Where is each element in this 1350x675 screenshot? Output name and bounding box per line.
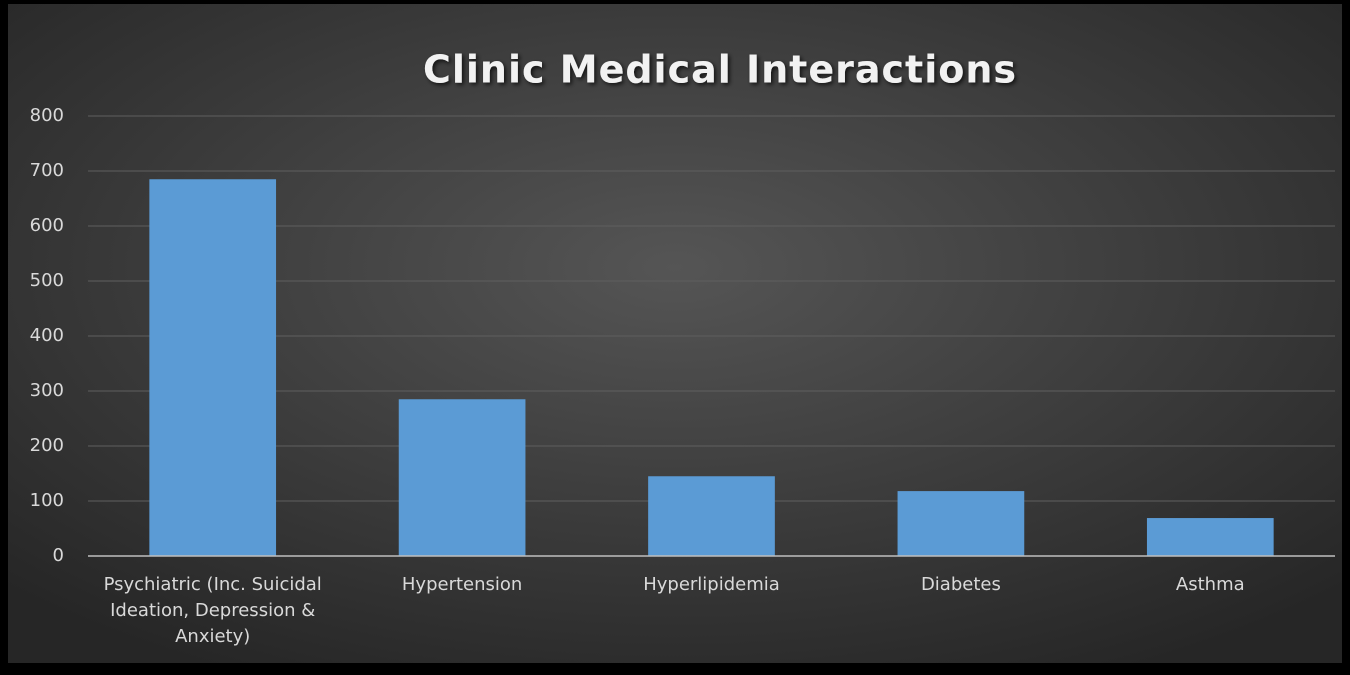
x-tick-label: Asthma (1175, 574, 1245, 595)
bar (648, 476, 775, 556)
bar (897, 491, 1025, 556)
y-tick-label: 600 (30, 215, 64, 236)
y-tick-label: 400 (30, 325, 64, 346)
x-tick-label: Diabetes (920, 574, 1001, 595)
bar (149, 179, 277, 556)
bar (1146, 518, 1274, 556)
y-tick-label: 800 (30, 105, 64, 126)
x-tick-label: Psychiatric (Inc. Suicidal Ideation, Dep… (103, 574, 322, 647)
y-tick-label: 700 (30, 160, 64, 181)
bar (398, 399, 526, 556)
x-tick-label: Hypertension (401, 574, 523, 595)
y-tick-label: 500 (30, 270, 64, 291)
y-tick-label: 100 (30, 490, 64, 511)
y-tick-label: 0 (53, 545, 64, 566)
chart-title: Clinic Medical Interactions (423, 48, 1017, 92)
y-tick-label: 300 (30, 380, 64, 401)
y-tick-label: 200 (30, 435, 64, 456)
x-tick-label: Hyperlipidemia (643, 574, 780, 595)
